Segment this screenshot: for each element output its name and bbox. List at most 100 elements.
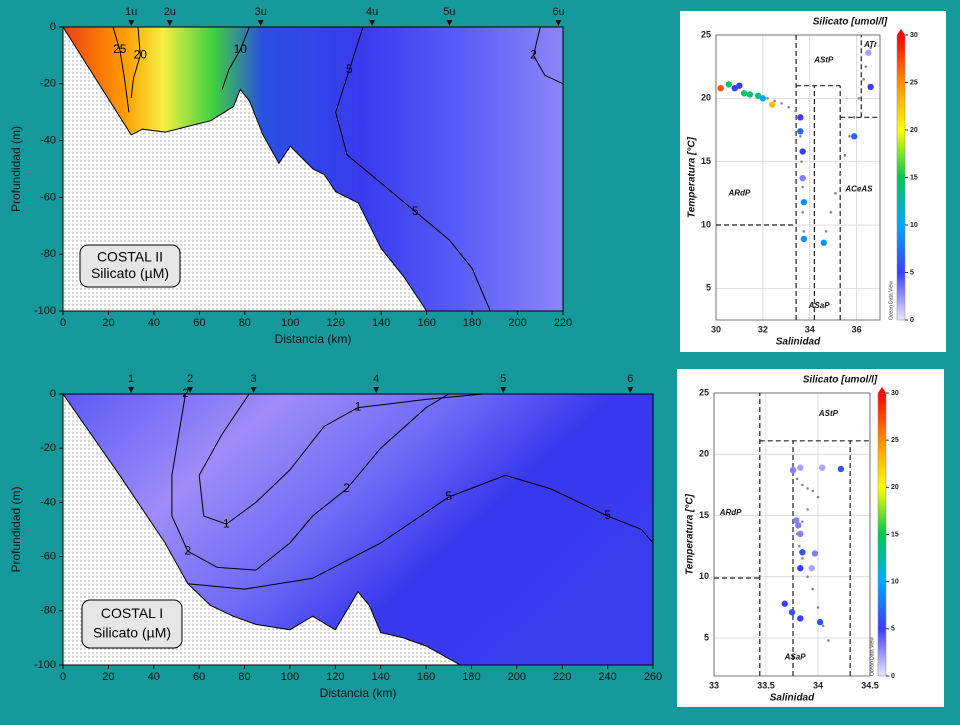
legend-box [81, 599, 183, 649]
trace-point [802, 230, 806, 233]
trace-point [801, 520, 804, 523]
x-tick-label: 20 [102, 317, 114, 329]
trace-point [800, 160, 803, 163]
legend-text: Silicato (µM) [93, 624, 171, 640]
data-point [725, 81, 733, 88]
station-label: 2u [164, 6, 176, 18]
colorbar-arrow [897, 29, 905, 35]
x-tick-label: 40 [148, 671, 160, 683]
colorbar-tick-label: 20 [891, 484, 899, 491]
land [63, 27, 427, 311]
x-tick-label: 260 [644, 671, 662, 683]
land [63, 394, 461, 665]
station-label: 6 [627, 373, 633, 385]
chart-title: Silicato [umol/l] [803, 375, 878, 386]
data-point [820, 239, 827, 246]
y-tick-label: -80 [40, 248, 56, 260]
station-marker [373, 387, 380, 393]
trace-point [801, 483, 804, 487]
trace-point [766, 97, 769, 100]
x-tick-label: 40 [148, 317, 160, 329]
y-axis-label: Temperatura [°C] [685, 493, 696, 575]
trace-point [843, 154, 847, 157]
credit: Ocean Data View [869, 637, 875, 676]
station-marker [187, 387, 194, 393]
station-label: 5u [443, 6, 455, 18]
x-tick-label: 80 [239, 317, 251, 329]
y-tick-label: 20 [699, 449, 709, 459]
x-tick-label: 120 [326, 671, 344, 683]
y-tick-label: 10 [701, 219, 711, 229]
y-tick-label: -100 [34, 659, 56, 671]
y-tick-label: -40 [40, 135, 56, 147]
y-tick-label: 25 [699, 387, 709, 397]
x-tick-label: 34.5 [861, 680, 879, 690]
trace-point [816, 495, 820, 499]
plot-frame [62, 393, 654, 666]
contour-label: 2 [530, 48, 537, 62]
x-tick-label: 160 [417, 317, 435, 329]
data-point [799, 174, 806, 182]
data-point [865, 49, 872, 56]
x-tick-label: 140 [372, 317, 390, 329]
trace-point [816, 606, 820, 609]
station-label: 1 [128, 373, 134, 385]
contour-label: 5 [412, 204, 419, 218]
data-point [759, 95, 767, 102]
x-tick-label: 32 [758, 324, 768, 334]
x-tick-label: 30 [711, 324, 721, 334]
trace-point [787, 105, 790, 109]
data-point [867, 83, 874, 91]
contour-line [187, 474, 654, 590]
colorbar-tick-label: 20 [910, 127, 918, 134]
y-tick-label: -100 [34, 305, 56, 317]
x-tick-label: 240 [598, 671, 616, 683]
x-tick-label: 100 [281, 671, 299, 683]
x-axis-label: Salinidad [770, 693, 815, 704]
data-point [799, 148, 806, 155]
data-point [797, 114, 804, 121]
x-tick-label: 220 [553, 671, 571, 683]
x-tick-label: 200 [508, 671, 526, 683]
data-point [746, 91, 754, 98]
station-marker [555, 20, 562, 26]
x-tick-label: 180 [463, 317, 481, 329]
station-label: 3u [255, 6, 267, 18]
y-tick-label: -20 [40, 442, 56, 454]
x-tick-label: 180 [462, 671, 480, 683]
x-tick-label: 20 [102, 671, 114, 683]
x-tick-label: 60 [193, 671, 205, 683]
colorbar-arrow [878, 387, 886, 393]
data-point [797, 615, 804, 622]
trace-point [827, 639, 830, 642]
contour-label: 5 [445, 489, 452, 503]
station-label: 6u [552, 6, 564, 18]
contour-line [221, 26, 250, 90]
plot-frame [62, 26, 564, 312]
x-axis-label: Distancia (km) [275, 332, 352, 346]
x-tick-label: 60 [193, 317, 205, 329]
data-point [797, 464, 804, 471]
data-point [800, 235, 808, 243]
colorbar-tick-label: 30 [910, 32, 918, 39]
trace-point [829, 211, 833, 214]
contour-label: 1 [355, 400, 362, 414]
trace-point [821, 624, 825, 628]
legend-text: COSTAL I [101, 605, 163, 621]
contour-label: 5 [346, 62, 353, 76]
colorbar-tick-label: 0 [910, 317, 914, 324]
y-tick-label: -40 [40, 496, 56, 508]
station-marker [446, 20, 453, 26]
trace-point [780, 102, 783, 105]
legend-text: Silicato (µM) [91, 265, 169, 281]
trace-point [794, 109, 797, 113]
contour-label: 20 [134, 48, 148, 62]
x-tick-label: 140 [372, 671, 390, 683]
data-point [799, 549, 806, 556]
x-tick-label: 100 [281, 317, 299, 329]
x-tick-label: 34 [813, 680, 823, 690]
data-point [795, 522, 802, 529]
station-label: 3 [251, 373, 257, 385]
data-point [754, 92, 762, 100]
y-tick-label: 0 [50, 21, 56, 33]
